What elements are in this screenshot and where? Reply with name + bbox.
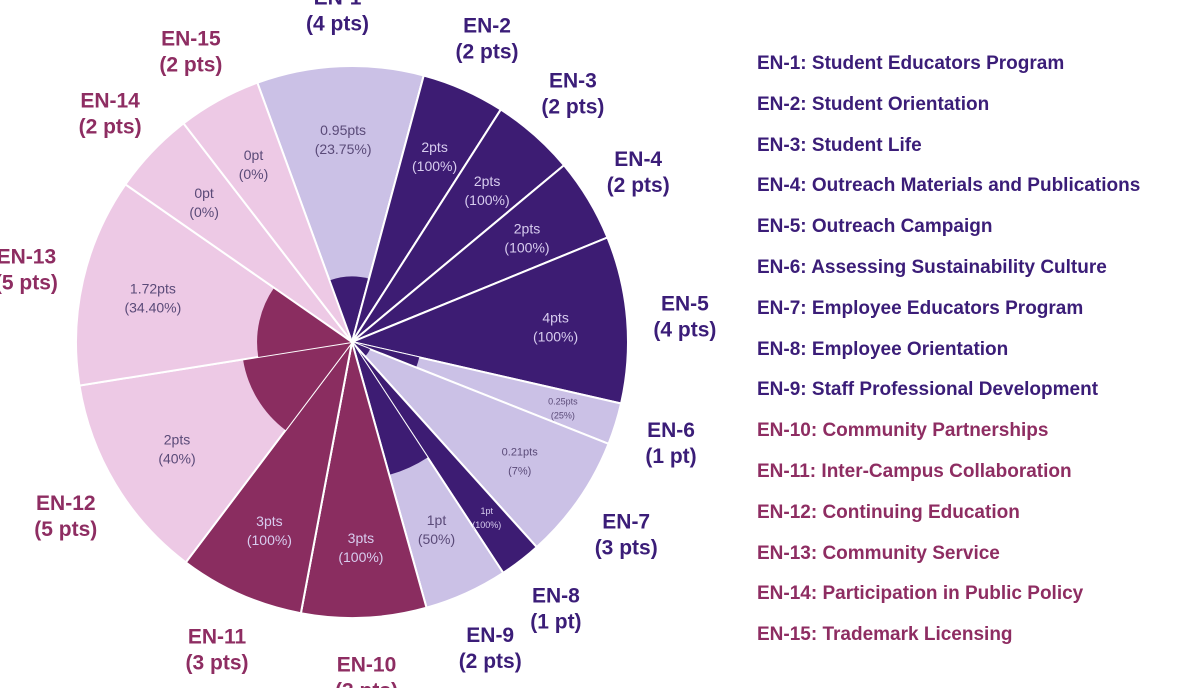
percent-label-en-8: (100%) [472, 520, 501, 530]
wedge-earned-en-5 [348, 236, 629, 405]
value-label-en-7: 0.21pts [502, 447, 539, 459]
chart-labels: 0.95pts(23.75%)EN-1(4 pts)2pts(100%)EN-2… [0, 0, 716, 688]
value-label-en-8: 1pt [481, 506, 494, 516]
legend-item-en-9: EN-9: Staff Professional Development [757, 379, 1099, 401]
value-label-en-1: 0.95pts [320, 122, 366, 138]
value-label-en-10: 3pts [348, 530, 374, 546]
legend-item-en-1: EN-1: Student Educators Program [757, 53, 1065, 74]
percent-label-en-7: (7%) [508, 466, 531, 478]
category-label-en-3: EN-3 [549, 70, 597, 93]
points-label-en-6: (1 pt) [645, 445, 696, 468]
category-label-en-4: EN-4 [614, 148, 662, 171]
value-label-en-6: 0.25pts [548, 397, 578, 407]
percent-label-en-10: (100%) [338, 549, 383, 565]
wedge-earned-en-1 [329, 276, 370, 342]
wedge-earned-en-11 [184, 341, 353, 615]
legend-item-en-13: EN-13: Community Service [757, 542, 1000, 564]
legend-item-en-2: EN-2: Student Orientation [757, 93, 990, 115]
value-label-en-11: 3pts [256, 513, 282, 529]
legend-item-en-3: EN-3: Student Life [757, 134, 922, 156]
legend-item-en-7: EN-7: Employee Educators Program [757, 297, 1084, 319]
points-label-en-15: (2 pts) [159, 53, 222, 76]
legend-item-en-11: EN-11: Inter-Campus Collaboration [757, 460, 1072, 482]
value-label-en-13: 1.72pts [130, 281, 176, 297]
percent-label-en-6: (25%) [551, 411, 575, 421]
percent-label-en-2: (100%) [412, 158, 457, 174]
legend-item-en-12: EN-12: Continuing Education [757, 501, 1020, 523]
wedge-earned-en-10 [299, 341, 428, 619]
category-label-en-9: EN-9 [466, 624, 514, 647]
wedge-available-en-7 [351, 341, 610, 549]
percent-label-en-11: (100%) [247, 532, 292, 548]
category-label-en-15: EN-15 [161, 27, 221, 50]
legend-item-en-10: EN-10: Community Partnerships [757, 420, 1049, 442]
points-label-en-10: (3 pts) [335, 680, 398, 688]
points-label-en-8: (1 pt) [530, 611, 581, 634]
wedge-earned-en-9 [352, 342, 428, 475]
legend-item-en-8: EN-8: Employee Orientation [757, 338, 1009, 360]
points-label-en-14: (2 pts) [79, 116, 142, 139]
category-label-en-2: EN-2 [463, 15, 511, 38]
category-label-en-7: EN-7 [602, 511, 650, 534]
points-label-en-7: (3 pts) [595, 537, 658, 560]
percent-label-en-15: (0%) [239, 166, 269, 182]
value-label-en-15: 0pt [244, 147, 264, 163]
percent-label-en-4: (100%) [504, 240, 549, 256]
category-label-en-1: EN-1 [314, 0, 362, 9]
points-label-en-12: (5 pts) [34, 518, 97, 541]
chart-wedges [75, 65, 629, 619]
legend-item-en-15: EN-15: Trademark Licensing [757, 624, 1013, 646]
value-label-en-9: 1pt [427, 512, 447, 528]
value-label-en-5: 4pts [542, 309, 568, 325]
wedge-earned-en-12 [242, 342, 352, 431]
wedge-available-en-1 [256, 65, 425, 346]
value-label-en-4: 2pts [514, 221, 540, 237]
points-label-en-1: (4 pts) [306, 12, 369, 35]
category-label-en-8: EN-8 [532, 585, 580, 608]
points-label-en-2: (2 pts) [456, 41, 519, 64]
percent-label-en-14: (0%) [189, 204, 219, 220]
points-label-en-3: (2 pts) [541, 96, 604, 119]
category-label-en-12: EN-12 [36, 492, 96, 515]
percent-label-en-1: (23.75%) [315, 141, 372, 157]
percent-label-en-12: (40%) [158, 450, 195, 466]
category-label-en-6: EN-6 [647, 419, 695, 442]
value-label-en-3: 2pts [474, 173, 500, 189]
points-label-en-5: (4 pts) [653, 319, 716, 342]
legend-item-en-4: EN-4: Outreach Materials and Publication… [757, 175, 1141, 197]
value-label-en-14: 0pt [194, 185, 214, 201]
chart-legend: EN-1: Student Educators Program EN-2: Stu… [757, 44, 1140, 656]
value-label-en-12: 2pts [164, 431, 190, 447]
value-label-en-2: 2pts [421, 139, 447, 155]
category-label-en-11: EN-11 [188, 626, 247, 649]
percent-label-en-13: (34.40%) [124, 300, 181, 316]
legend-item-en-14: EN-14: Participation in Public Policy [757, 583, 1084, 605]
points-label-en-4: (2 pts) [607, 174, 670, 197]
radial-pie-chart: 0.95pts(23.75%)EN-1(4 pts)2pts(100%)EN-2… [0, 0, 716, 688]
category-label-en-13: EN-13 [0, 246, 56, 269]
percent-label-en-9: (50%) [418, 531, 455, 547]
points-label-en-13: (5 pts) [0, 272, 58, 295]
legend-item-en-6: EN-6: Assessing Sustainability Culture [757, 256, 1107, 278]
points-label-en-9: (2 pts) [459, 650, 522, 673]
points-label-en-11: (3 pts) [186, 652, 249, 675]
category-label-en-10: EN-10 [337, 654, 397, 677]
category-label-en-14: EN-14 [80, 90, 140, 113]
legend-item-en-5: EN-5: Outreach Campaign [757, 216, 993, 238]
percent-label-en-5: (100%) [533, 328, 578, 344]
percent-label-en-3: (100%) [465, 192, 510, 208]
wedge-earned-en-13 [257, 287, 352, 357]
wedge-available-en-15 [182, 81, 353, 343]
category-label-en-5: EN-5 [661, 293, 709, 316]
